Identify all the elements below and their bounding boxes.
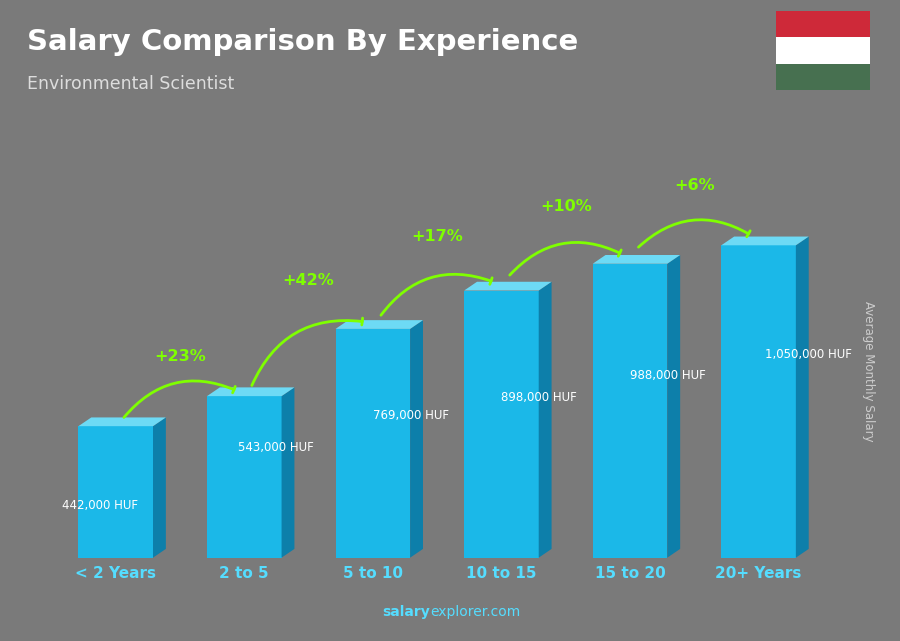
Polygon shape: [410, 320, 423, 558]
Polygon shape: [336, 320, 423, 329]
Bar: [336, 329, 410, 558]
Polygon shape: [464, 282, 552, 290]
Text: Salary Comparison By Experience: Salary Comparison By Experience: [27, 28, 578, 56]
Polygon shape: [539, 282, 552, 558]
Bar: [593, 263, 667, 558]
Polygon shape: [78, 417, 166, 426]
Bar: [464, 290, 539, 558]
Polygon shape: [207, 387, 294, 396]
Polygon shape: [593, 255, 680, 263]
Text: 442,000 HUF: 442,000 HUF: [62, 499, 138, 512]
Text: salary: salary: [382, 605, 430, 619]
Polygon shape: [667, 255, 680, 558]
Text: 1,050,000 HUF: 1,050,000 HUF: [765, 348, 852, 361]
Polygon shape: [282, 387, 294, 558]
Text: Environmental Scientist: Environmental Scientist: [27, 75, 234, 93]
Text: +6%: +6%: [674, 178, 715, 193]
Text: +23%: +23%: [154, 349, 206, 363]
Text: +17%: +17%: [411, 229, 463, 244]
Bar: [207, 396, 282, 558]
Bar: [721, 246, 796, 558]
Text: 898,000 HUF: 898,000 HUF: [501, 391, 577, 404]
Text: 769,000 HUF: 769,000 HUF: [373, 410, 449, 422]
Text: +10%: +10%: [540, 199, 591, 213]
Bar: [78, 426, 153, 558]
Bar: [776, 11, 870, 37]
Text: +42%: +42%: [283, 272, 335, 288]
Polygon shape: [153, 417, 166, 558]
Text: 988,000 HUF: 988,000 HUF: [630, 369, 706, 382]
Polygon shape: [796, 237, 809, 558]
Text: Average Monthly Salary: Average Monthly Salary: [862, 301, 875, 442]
Text: explorer.com: explorer.com: [430, 605, 520, 619]
Bar: [776, 64, 870, 90]
Bar: [776, 37, 870, 64]
Polygon shape: [721, 237, 809, 246]
Text: 543,000 HUF: 543,000 HUF: [238, 441, 313, 454]
